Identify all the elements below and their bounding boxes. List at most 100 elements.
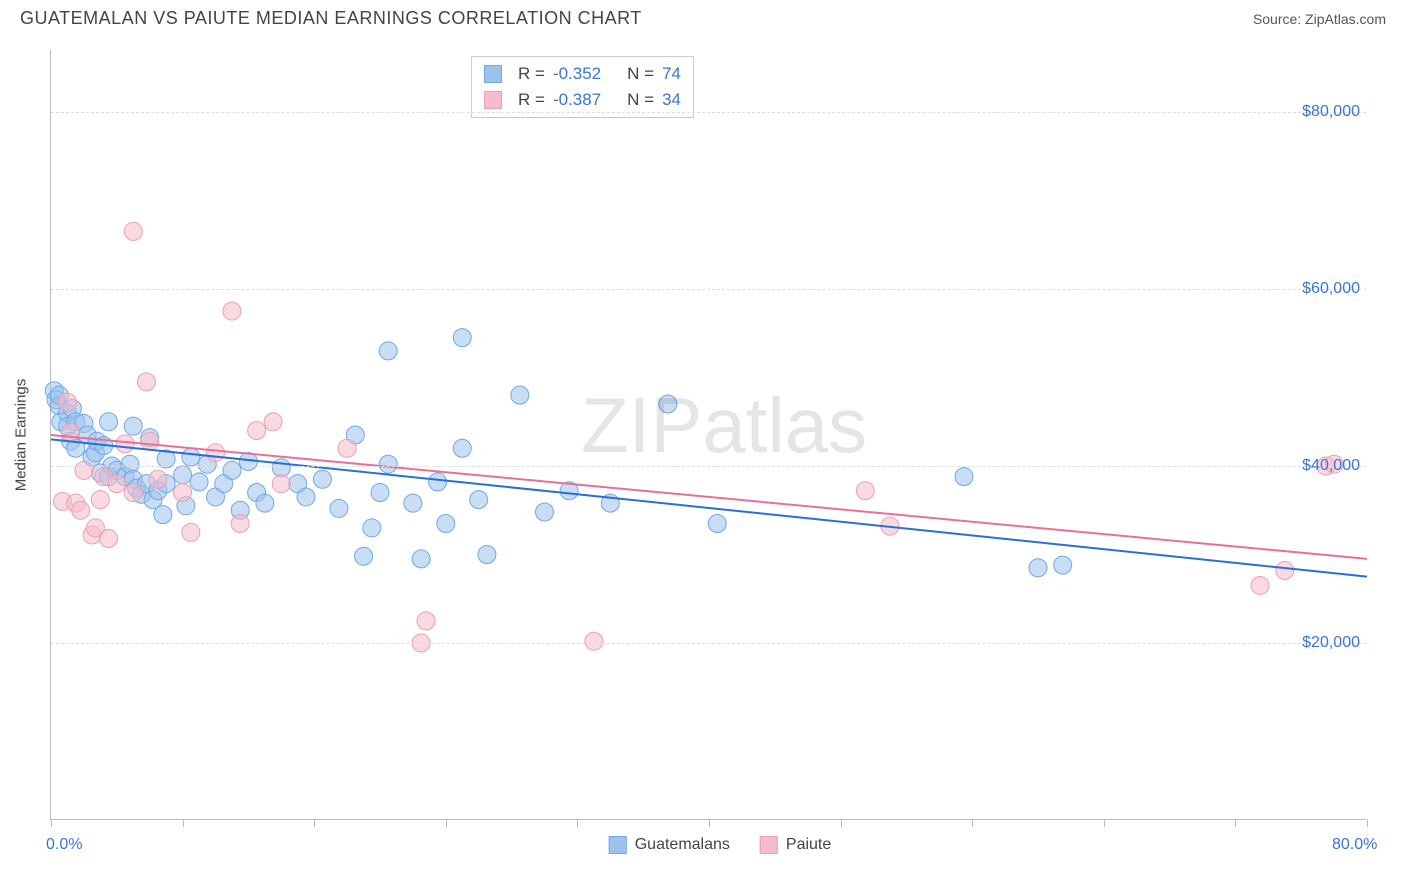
x-axis-max-label: 80.0% [1332, 836, 1377, 854]
scatter-point [330, 499, 348, 517]
scatter-point [379, 455, 397, 473]
grid-line [51, 289, 1366, 290]
legend-label: Guatemalans [635, 836, 730, 853]
scatter-point [124, 484, 142, 502]
scatter-point [100, 413, 118, 431]
scatter-point [297, 488, 315, 506]
scatter-point [154, 506, 172, 524]
scatter-point [1276, 561, 1294, 579]
correlation-legend-row: R = -0.387 N = 34 [484, 87, 681, 113]
scatter-point [379, 342, 397, 360]
scatter-point [141, 432, 159, 450]
scatter-point [149, 470, 167, 488]
scatter-point [272, 475, 290, 493]
scatter-point [338, 439, 356, 457]
grid-line [51, 112, 1366, 113]
r-value: -0.352 [553, 61, 601, 87]
scatter-point [363, 519, 381, 537]
scatter-point [256, 494, 274, 512]
y-axis-label: Median Earnings [13, 378, 30, 491]
scatter-point [72, 501, 90, 519]
r-label: R = [518, 61, 545, 87]
x-tick [1367, 819, 1368, 827]
scatter-point [470, 491, 488, 509]
x-tick [51, 819, 52, 827]
x-tick [577, 819, 578, 827]
legend-swatch [484, 65, 502, 83]
scatter-point [174, 466, 192, 484]
grid-line [51, 466, 1366, 467]
legend-swatch [484, 91, 502, 109]
x-tick [972, 819, 973, 827]
legend-item: Guatemalans [609, 836, 730, 854]
scatter-point [223, 461, 241, 479]
scatter-point [1029, 559, 1047, 577]
grid-line [51, 643, 1366, 644]
scatter-point [248, 422, 266, 440]
scatter-point [190, 473, 208, 491]
scatter-point [231, 515, 249, 533]
correlation-legend: R = -0.352 N = 74 R = -0.387 N = 34 [471, 56, 694, 118]
scatter-point [478, 545, 496, 563]
scatter-point [62, 423, 80, 441]
y-tick-label: $60,000 [1302, 280, 1360, 298]
scatter-point [417, 612, 435, 630]
chart-title: GUATEMALAN VS PAIUTE MEDIAN EARNINGS COR… [20, 8, 642, 29]
scatter-point [355, 547, 373, 565]
scatter-point [856, 482, 874, 500]
scatter-point [955, 468, 973, 486]
scatter-point [585, 632, 603, 650]
n-label: N = [627, 87, 654, 113]
scatter-point [404, 494, 422, 512]
legend-label: Paiute [786, 836, 831, 853]
y-tick-label: $20,000 [1302, 634, 1360, 652]
x-tick [446, 819, 447, 827]
watermark-text: ZIPatlas [581, 380, 867, 471]
y-tick-label: $80,000 [1302, 103, 1360, 121]
scatter-point [429, 473, 447, 491]
scatter-point [1251, 576, 1269, 594]
r-label: R = [518, 87, 545, 113]
x-tick [1235, 819, 1236, 827]
legend-swatch [760, 836, 778, 854]
scatter-point [137, 373, 155, 391]
scatter-point [75, 461, 93, 479]
legend-swatch [609, 836, 627, 854]
scatter-point [116, 435, 134, 453]
x-tick [1104, 819, 1105, 827]
scatter-point [58, 393, 76, 411]
scatter-point [453, 439, 471, 457]
n-value: 34 [662, 87, 681, 113]
chart-container: Median Earnings ZIPatlas R =-0.352N =74R… [50, 50, 1390, 850]
n-label: N = [627, 61, 654, 87]
x-axis-min-label: 0.0% [46, 836, 82, 854]
series-legend: Guatemalans Paiute [609, 836, 832, 854]
scatter-point [272, 459, 290, 477]
chart-header: GUATEMALAN VS PAIUTE MEDIAN EARNINGS COR… [0, 0, 1406, 33]
correlation-legend-row: R = -0.352 N = 74 [484, 61, 681, 87]
scatter-point [453, 329, 471, 347]
n-value: 74 [662, 61, 681, 87]
scatter-point [91, 491, 109, 509]
scatter-point [108, 475, 126, 493]
scatter-point [313, 470, 331, 488]
chart-source: Source: ZipAtlas.com [1253, 11, 1386, 27]
scatter-point [437, 515, 455, 533]
scatter-point [264, 413, 282, 431]
scatter-point [174, 484, 192, 502]
scatter-point [412, 550, 430, 568]
x-tick [841, 819, 842, 827]
scatter-point [124, 417, 142, 435]
x-tick [314, 819, 315, 827]
scatter-point [371, 484, 389, 502]
scatter-point [708, 515, 726, 533]
scatter-point [207, 444, 225, 462]
plot-area: Median Earnings ZIPatlas R =-0.352N =74R… [50, 50, 1366, 820]
legend-item: Paiute [760, 836, 831, 854]
scatter-point [536, 503, 554, 521]
scatter-point [511, 386, 529, 404]
scatter-point [1054, 556, 1072, 574]
x-tick [709, 819, 710, 827]
scatter-point [182, 448, 200, 466]
r-value: -0.387 [553, 87, 601, 113]
